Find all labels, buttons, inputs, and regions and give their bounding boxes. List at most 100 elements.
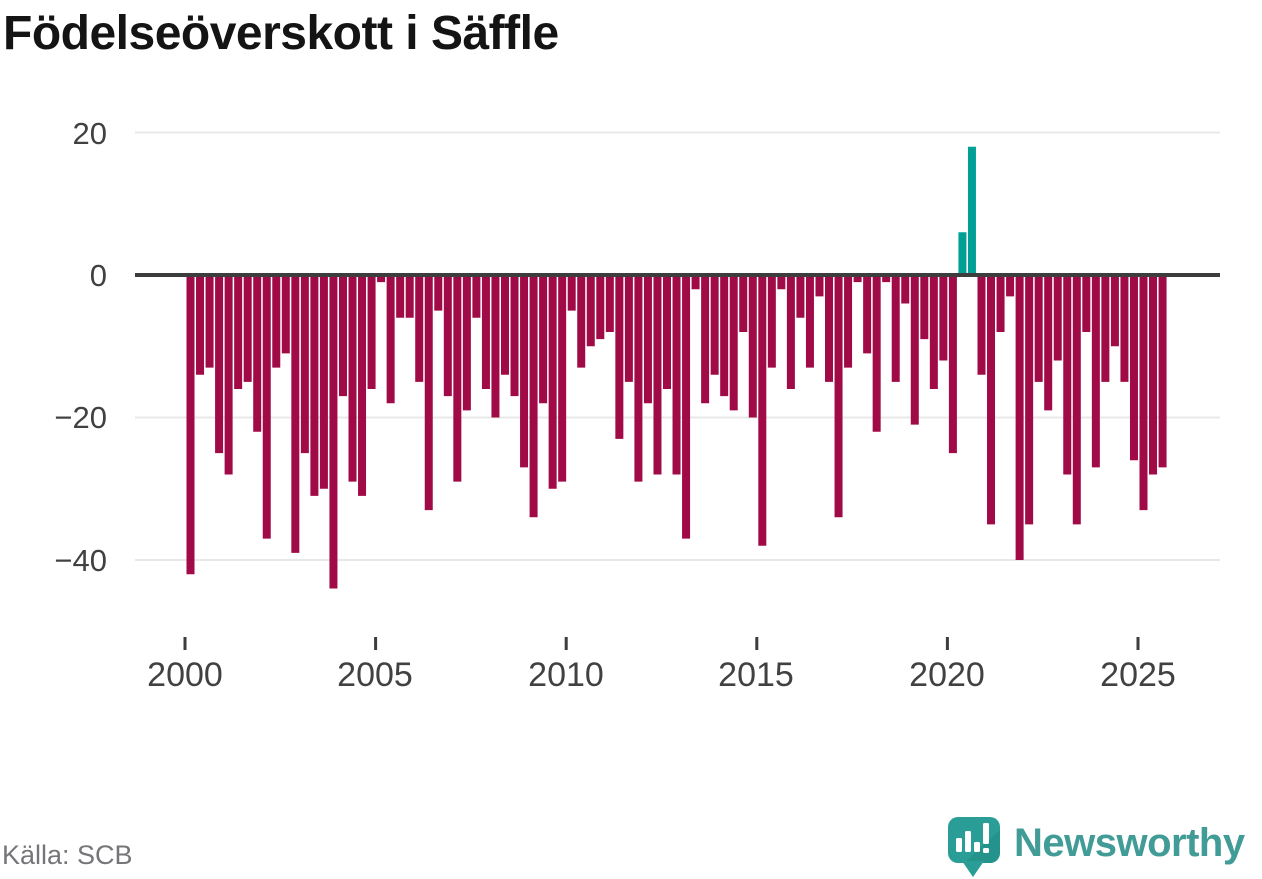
bar-quarter — [281, 275, 290, 354]
bar-quarter — [539, 275, 548, 404]
x-axis-tick — [755, 637, 759, 650]
bar-quarter — [415, 275, 424, 382]
bar-quarter — [481, 275, 490, 389]
bar-quarter — [596, 275, 605, 340]
bar-quarter — [338, 275, 347, 397]
bar-quarter — [377, 275, 386, 283]
bar-quarter — [767, 275, 776, 368]
bar-quarter — [500, 275, 509, 375]
bar-quarter — [1101, 275, 1110, 382]
bar-quarter — [1149, 275, 1158, 475]
bar-quarter — [205, 275, 214, 368]
bar-quarter — [291, 275, 300, 553]
bar-quarter — [1139, 275, 1148, 511]
bar-quarter — [215, 275, 224, 454]
bar-quarter — [405, 275, 414, 318]
bar-quarter — [567, 275, 576, 311]
newsworthy-logo-text: Newsworthy — [1014, 821, 1245, 865]
bar-quarter — [1006, 275, 1015, 297]
bar-quarter — [977, 275, 986, 375]
bar-quarter — [720, 275, 729, 397]
bar-quarter — [815, 275, 824, 297]
chart-title: Födelseöverskott i Säffle — [3, 7, 559, 60]
bubble-tail — [962, 861, 984, 877]
x-axis-tick — [945, 637, 949, 650]
bar-quarter — [729, 275, 738, 411]
bar-quarter — [386, 275, 395, 404]
bar-quarter — [758, 275, 767, 546]
bar-quarter — [863, 275, 872, 354]
bar-quarter — [853, 275, 862, 283]
bar-quarter — [701, 275, 710, 404]
y-axis-tick-label: −20 — [54, 400, 107, 435]
newsworthy-logo[interactable]: Newsworthy — [948, 817, 1245, 877]
bar-quarter — [834, 275, 843, 518]
x-axis-tick-label: 2000 — [147, 656, 223, 694]
x-axis-tick-label: 2010 — [528, 656, 604, 694]
bar-quarter — [224, 275, 233, 475]
y-axis-tick-label: 20 — [72, 116, 107, 151]
bar-quarter — [910, 275, 919, 425]
bar-quarter — [1082, 275, 1091, 332]
exclamation-bar — [983, 823, 989, 844]
bar-quarter — [1129, 275, 1138, 461]
bar-quarter — [1063, 275, 1072, 475]
zero-axis-line — [135, 273, 1220, 277]
y-axis-tick-label: −40 — [54, 543, 107, 578]
bar-quarter — [1025, 275, 1034, 525]
bar-quarter — [1015, 275, 1024, 560]
bar-quarter — [663, 275, 671, 389]
bar-quarter — [234, 275, 243, 389]
bar-quarter — [805, 275, 814, 368]
bar-quarter — [510, 275, 519, 397]
bar-quarter — [882, 275, 891, 283]
x-axis-tick — [183, 637, 187, 650]
bar-quarter — [786, 275, 795, 389]
bar-quarter — [424, 275, 433, 511]
bar-quarter — [253, 275, 262, 432]
bar-quarter — [367, 275, 376, 389]
bar-quarter — [491, 275, 500, 418]
x-axis-tick — [1136, 637, 1140, 650]
bar-quarter — [691, 275, 700, 290]
bar-quarter — [358, 275, 367, 496]
bar-quarter — [196, 275, 205, 375]
bar-quarter — [672, 275, 681, 475]
x-axis-tick-label: 2020 — [909, 656, 985, 694]
bar-quarter — [272, 275, 281, 368]
bar-quarter — [920, 275, 929, 340]
bar-quarter — [891, 275, 900, 382]
bar-quarter — [586, 275, 595, 347]
bar-quarter — [929, 275, 938, 389]
bar-quarter — [558, 275, 567, 482]
gridline — [135, 131, 1220, 134]
bar-quarter — [1158, 275, 1167, 468]
bar-quarter — [520, 275, 529, 468]
source-attribution: Källa: SCB — [2, 840, 133, 870]
bar-quarter — [453, 275, 462, 482]
bar-quarter — [329, 275, 338, 589]
bar-quarter — [996, 275, 1005, 332]
bar-quarter — [967, 146, 976, 275]
bar-quarter — [844, 275, 853, 368]
bar-quarter — [443, 275, 452, 397]
bar-quarter — [777, 275, 786, 290]
bar-quarter — [605, 275, 614, 332]
bar-quarter — [434, 275, 443, 311]
bar-quarter — [310, 275, 319, 496]
x-axis-tick — [564, 637, 568, 650]
bar-quarter — [529, 275, 538, 518]
bar-quarter — [1034, 275, 1043, 382]
bar-quarter — [682, 275, 691, 539]
bar-quarter — [748, 275, 757, 418]
bar-quarter — [300, 275, 309, 454]
bar-quarter — [872, 275, 881, 432]
bar-quarter — [1120, 275, 1129, 382]
bar-quarter — [262, 275, 271, 539]
barchart-glyph — [956, 823, 989, 853]
bar-quarter — [624, 275, 633, 382]
exclamation-dot — [983, 848, 989, 853]
x-axis-tick — [374, 637, 378, 650]
bar-quarter — [396, 275, 405, 318]
